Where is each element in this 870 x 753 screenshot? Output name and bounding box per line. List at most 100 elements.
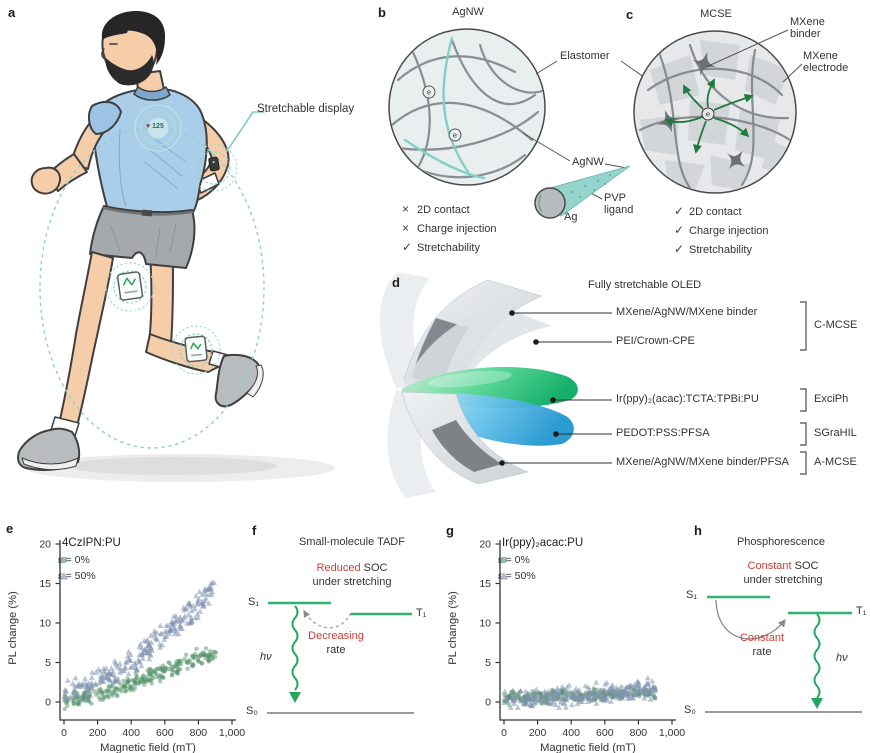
panel-letter-h: h [694,523,702,538]
f-soc-line2: under stretching [312,576,392,588]
svg-text:20: 20 [39,539,51,551]
h-t1-label: T₁ [856,605,867,617]
label-elastomer: Elastomer [560,50,610,62]
chest-heart-rate: ♥ 125 [146,123,164,130]
layer-label-pedot: PEDOT:PSS:PFSA [616,427,710,439]
chart-g-legend-1: ε = 50% [498,570,536,582]
svg-text:PL change (%): PL change (%) [7,591,19,665]
callout-line [226,111,265,152]
svg-text:Magnetic field (mT): Magnetic field (mT) [100,742,196,753]
svg-text:PL change (%): PL change (%) [447,591,459,665]
check-label: Charge injection [689,225,769,237]
f-soc-red: Reduced [316,562,361,574]
svg-text:15: 15 [479,578,491,590]
layer-label-pei: PEI/Crown-CPE [616,335,695,347]
svg-text:5: 5 [485,657,491,669]
svg-text:1,000: 1,000 [659,727,685,739]
layer-label-cathode: MXene/AgNW/MXene binder [616,306,758,318]
check-b-2: × Charge injection [402,221,497,235]
chart-e-title: 4CzIPN:PU [62,537,121,549]
cross-icon: × [402,221,410,235]
panel-letter-e: e [6,521,14,536]
phosphorescence-diagram [705,595,862,713]
bracket-a-mcse: A-MCSE [814,456,857,468]
svg-text:10: 10 [479,618,491,630]
svg-text:10: 10 [39,618,51,630]
svg-text:0: 0 [61,727,67,739]
panel-letter-c: c [626,7,634,22]
f-s0-label: S₀ [246,705,258,717]
h-soc-rest: SOC [791,560,819,572]
f-s1-label: S₁ [248,596,260,608]
svg-text:800: 800 [630,727,648,739]
agnw-circle-diagram [388,28,649,219]
check-c-1: ✓ 2D contact [674,204,742,218]
check-label: Charge injection [417,223,497,235]
svg-text:400: 400 [122,727,140,739]
svg-text:800: 800 [190,727,208,739]
panel-letter-g: g [446,523,454,538]
svg-text:600: 600 [596,727,614,739]
h-rate-red: Constant [739,632,785,644]
check-icon: ✓ [674,223,685,237]
panel-f-title: Small-molecule TADF [299,536,405,548]
check-icon: ✓ [674,204,685,218]
check-icon: ✓ [402,240,413,254]
svg-text:400: 400 [562,727,580,739]
triangle-marker-icon [59,572,69,580]
electron-label: e [705,109,711,119]
circle-marker-icon [500,556,508,564]
chart-g-legend-0: ε = 0% [498,554,530,566]
svg-text:600: 600 [156,727,174,739]
panel-b-title: AgNW [452,6,484,18]
check-icon: ✓ [674,242,685,256]
f-soc-rest: SOC [360,562,388,574]
chart-g-title: Ir(ppy)₂acac:PU [502,537,584,549]
label-ag: Ag [564,211,578,223]
calf-display [171,325,221,375]
h-soc-red: Constant [747,560,792,572]
svg-text:20: 20 [479,539,491,551]
arm-display [190,144,238,192]
oled-stack [379,272,807,498]
f-photon-label: hν [260,651,272,663]
check-c-3: ✓ Stretchability [674,242,752,256]
label-agnw: AgNW [572,156,604,168]
layer-label-emitter: Ir(ppy)₂(acac):TCTA:TPBi:PU [616,393,759,405]
h-rate-line2: rate [752,646,772,658]
bracket-exciph: ExciPh [814,393,849,405]
h-s1-label: S₁ [686,589,698,601]
svg-text:1,000: 1,000 [219,727,245,739]
h-s0-label: S₀ [684,704,696,716]
check-label: 2D contact [689,206,742,218]
check-label: 2D contact [417,204,470,216]
h-photon-label: hν [836,652,848,664]
circle-marker-icon [60,556,68,564]
mcse-circle-diagram [633,29,803,194]
f-t1-label: T₁ [416,607,427,619]
label-mxene-binder-2: binder [790,28,821,40]
heart-rate-value: 125 [152,123,164,130]
check-label: Stretchability [689,244,752,256]
check-b-1: × 2D contact [402,202,470,216]
chart-e-legend-0: ε = 0% [58,554,90,566]
panel-letter-d: d [392,275,400,290]
f-rate-line2: rate [326,644,346,656]
tadf-diagram [267,601,414,714]
svg-text:200: 200 [89,727,107,739]
label-pvp-1: PVP [604,192,627,204]
check-label: Stretchability [417,242,480,254]
legend-label: ε = 0% [498,554,530,566]
thigh-display [105,262,155,312]
panel-letter-a: a [8,5,16,20]
legend-label: ε = 0% [58,554,90,566]
triangle-marker-icon [499,572,509,580]
electron-label: e [426,87,432,97]
f-rate-red: Decreasing [308,630,364,642]
label-mxene-electrode-1: MXene [803,50,838,62]
panel-letter-f: f [252,523,257,538]
chest-display-halo [134,104,182,152]
